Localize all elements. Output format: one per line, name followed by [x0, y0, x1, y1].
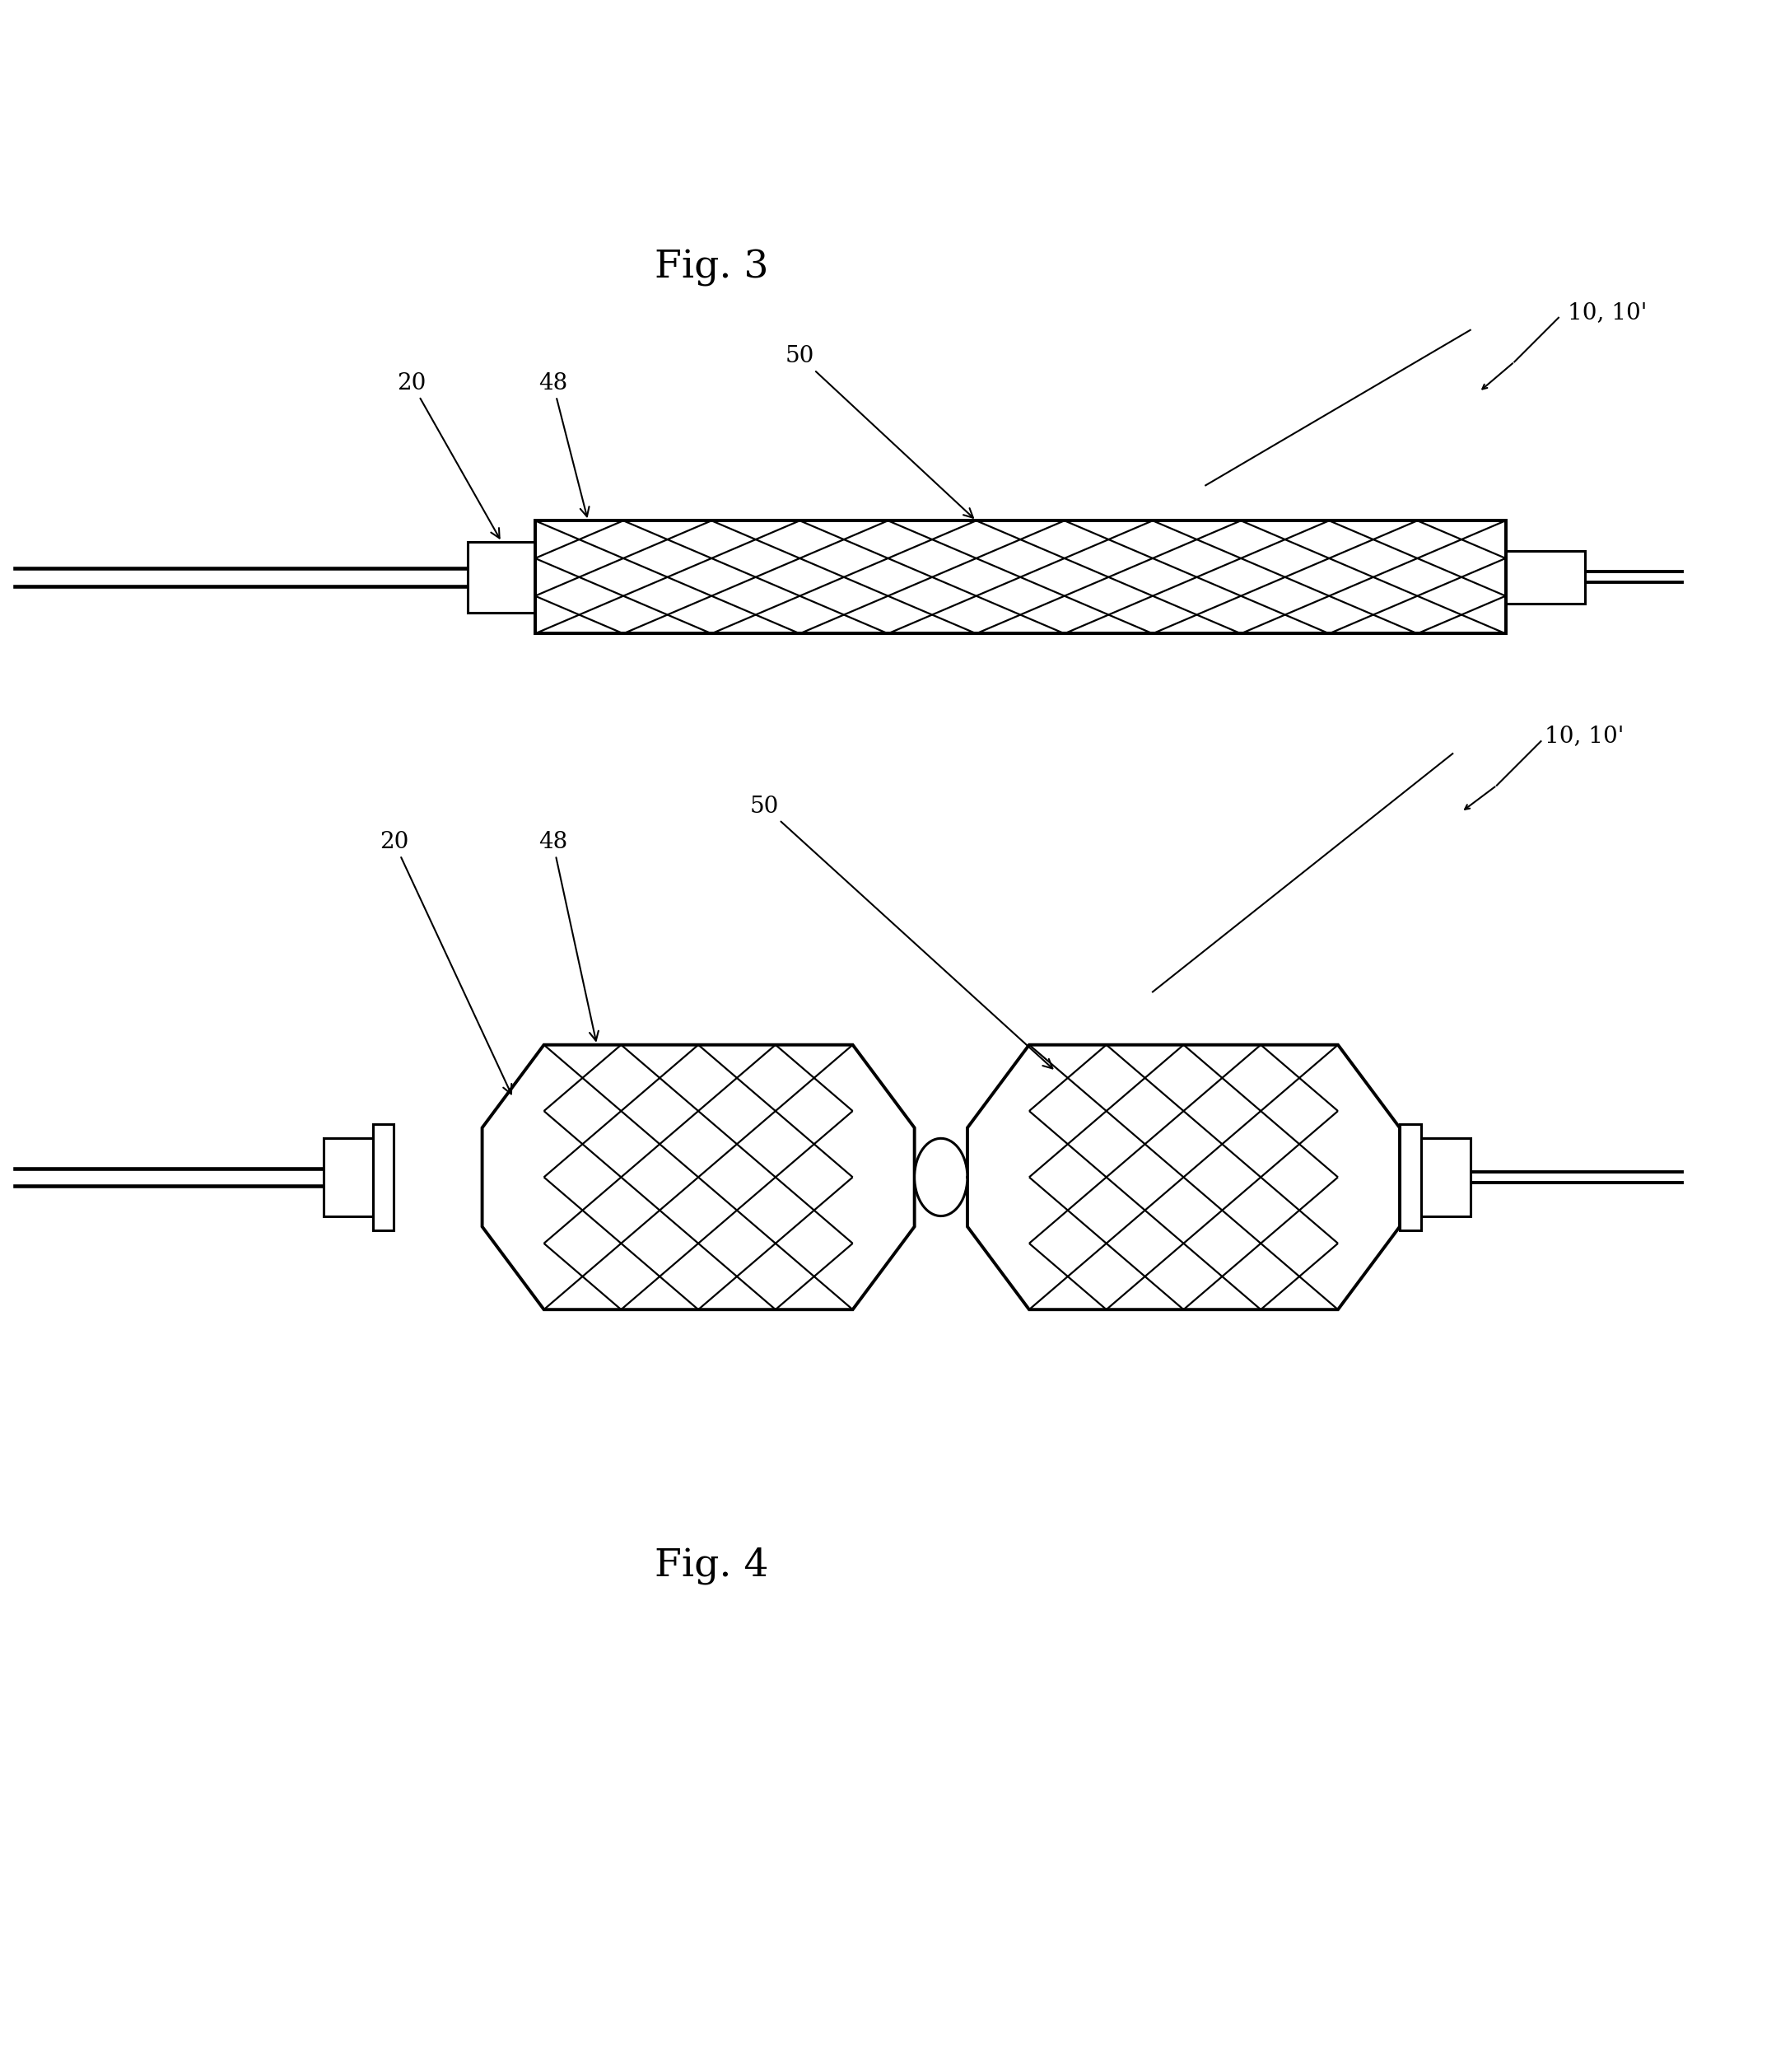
Bar: [373, 1125, 394, 1231]
Bar: [1421, 1138, 1471, 1216]
Text: 20: 20: [380, 831, 511, 1094]
Text: 10, 10': 10, 10': [1545, 725, 1623, 748]
Bar: [1506, 551, 1584, 603]
Text: 50: 50: [785, 346, 973, 518]
Bar: [535, 520, 1506, 634]
Bar: [323, 1138, 373, 1216]
Text: 10, 10': 10, 10': [1568, 300, 1646, 323]
Text: 50: 50: [749, 796, 1053, 1069]
Text: Fig. 3: Fig. 3: [655, 249, 769, 286]
Polygon shape: [915, 1138, 968, 1216]
Text: Fig. 4: Fig. 4: [655, 1546, 769, 1585]
Bar: [535, 520, 1506, 634]
Text: 48: 48: [538, 831, 599, 1040]
Bar: [469, 541, 535, 613]
Text: 48: 48: [538, 371, 590, 516]
Polygon shape: [481, 1044, 915, 1310]
Bar: [1399, 1125, 1421, 1231]
Polygon shape: [968, 1044, 1399, 1310]
Text: 20: 20: [398, 371, 499, 539]
